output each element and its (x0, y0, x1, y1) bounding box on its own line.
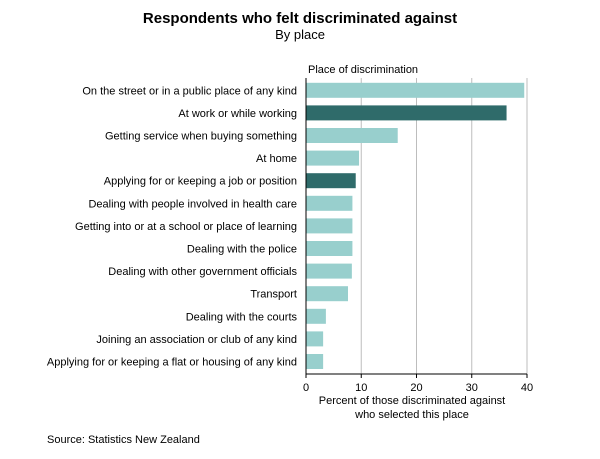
category-label: Getting into or at a school or place of … (75, 221, 297, 233)
x-axis-label-line-2: who selected this place (354, 409, 469, 421)
category-label: On the street or in a public place of an… (82, 85, 297, 97)
bars (306, 82, 525, 369)
bar (306, 331, 324, 347)
category-label: At home (256, 153, 297, 165)
category-label: Joining an association or club of any ki… (96, 334, 297, 346)
x-tick-label: 40 (521, 382, 533, 394)
category-axis-title: Place of discrimination (308, 64, 418, 76)
grid-lines (360, 78, 528, 374)
bar (306, 82, 525, 98)
bar (306, 263, 352, 279)
bar (306, 105, 507, 121)
bar (306, 128, 398, 143)
category-label: Applying for or keeping a flat or housin… (47, 357, 297, 369)
category-label: At work or while working (178, 108, 297, 120)
bar (306, 195, 353, 211)
category-label: Dealing with the police (187, 244, 297, 256)
x-tick-label: 0 (303, 382, 309, 394)
x-axis-label-line-1: Percent of those discriminated against (319, 395, 506, 407)
category-label: Dealing with other government officials (108, 266, 297, 278)
category-labels: On the street or in a public place of an… (47, 85, 298, 368)
x-tick-label: 20 (410, 382, 422, 394)
chart-title: Respondents who felt discriminated again… (142, 10, 458, 27)
chart-subtitle: By place (275, 27, 325, 42)
category-label: Dealing with people involved in health c… (88, 198, 297, 210)
bar (306, 241, 353, 256)
bar (306, 150, 360, 166)
bar (306, 218, 353, 234)
bar (306, 354, 324, 369)
x-tick-label: 30 (466, 382, 478, 394)
x-ticks: 0 10 20 30 40 (303, 78, 533, 394)
bar (306, 308, 326, 324)
category-label: Dealing with the courts (186, 311, 298, 323)
bar (306, 286, 348, 302)
category-label: Applying for or keeping a job or positio… (104, 176, 297, 188)
source-note: Source: Statistics New Zealand (47, 434, 200, 446)
bar (306, 173, 356, 189)
x-tick-label: 10 (355, 382, 367, 394)
category-label: Getting service when buying something (105, 131, 297, 143)
category-label: Transport (250, 289, 297, 301)
